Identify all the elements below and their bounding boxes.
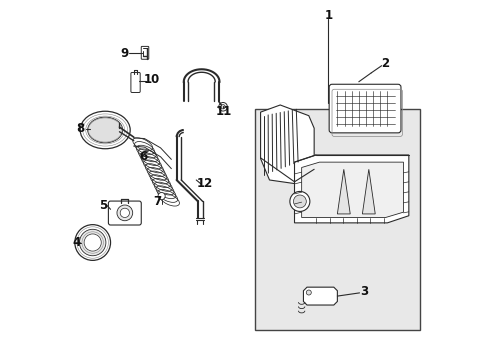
Polygon shape [294,155,408,223]
Text: 10: 10 [143,73,160,86]
Circle shape [221,105,225,109]
Polygon shape [301,162,403,217]
Polygon shape [260,105,313,184]
Circle shape [289,192,309,211]
Circle shape [84,234,101,251]
Text: 12: 12 [197,177,213,190]
Circle shape [293,195,305,208]
Circle shape [80,229,106,256]
FancyBboxPatch shape [108,201,141,225]
FancyBboxPatch shape [255,109,419,330]
FancyBboxPatch shape [328,84,400,133]
Text: 9: 9 [121,47,129,60]
Text: 2: 2 [381,57,389,71]
Text: 1: 1 [324,9,332,22]
Ellipse shape [80,111,130,149]
Circle shape [75,225,110,260]
Text: 6: 6 [140,150,147,163]
Text: 8: 8 [76,122,84,135]
Text: 11: 11 [216,105,232,118]
Text: 5: 5 [99,198,107,212]
Circle shape [158,193,165,200]
Text: 4: 4 [72,236,81,249]
Polygon shape [362,169,374,214]
Circle shape [218,103,227,111]
FancyBboxPatch shape [141,46,148,59]
Polygon shape [337,169,349,214]
Polygon shape [303,287,337,305]
Circle shape [305,290,311,295]
FancyBboxPatch shape [131,72,140,93]
Text: 7: 7 [153,195,162,208]
Circle shape [120,208,129,217]
Ellipse shape [87,117,122,143]
Text: 3: 3 [359,285,367,298]
Circle shape [117,205,132,221]
